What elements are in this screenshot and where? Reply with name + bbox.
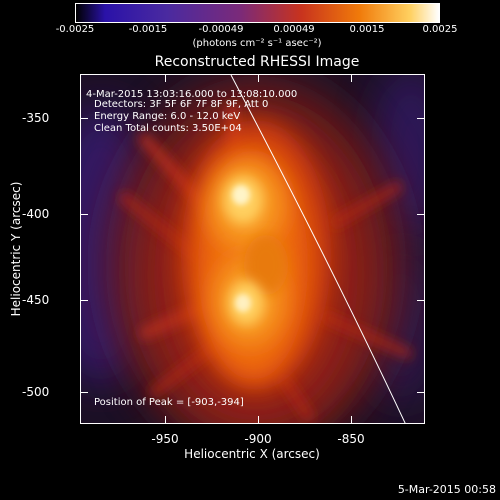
rhessi-image-panel — [80, 74, 425, 424]
colorbar-tick-label: 0.00049 — [273, 24, 315, 35]
y-tick-label: -350 — [22, 111, 50, 125]
colorbar-tick-label: 0.0015 — [349, 24, 385, 35]
plot-title: Reconstructed RHESSI Image — [154, 54, 360, 70]
colorbar-tick-label: -0.0025 — [55, 24, 95, 35]
y-tick — [417, 214, 425, 215]
colorbar-tick-label: -0.00049 — [198, 24, 244, 35]
y-tick — [80, 392, 88, 393]
x-tick-label: -900 — [244, 432, 272, 446]
x-tick — [258, 74, 259, 82]
colorbar-tick-label: -0.0015 — [128, 24, 168, 35]
y-tick — [80, 300, 88, 301]
y-tick — [80, 118, 88, 119]
y-tick — [417, 300, 425, 301]
y-tick — [417, 392, 425, 393]
x-tick-label: -850 — [337, 432, 365, 446]
x-tick — [351, 416, 352, 424]
y-tick-label: -450 — [22, 293, 50, 307]
flare-image — [81, 75, 424, 423]
peak-position-annotation: Position of Peak = [-903,-394] — [94, 397, 244, 408]
detectors-annotation: Detectors: 3F 5F 6F 7F 8F 9F, Att 0 — [94, 99, 269, 110]
y-tick — [80, 214, 88, 215]
method-annotation: Clean Total counts: 3.50E+04 — [94, 123, 242, 134]
y-axis-label: Heliocentric Y (arcsec) — [9, 181, 23, 317]
plot-timestamp: 5-Mar-2015 00:58 — [397, 483, 496, 496]
x-axis-label: Heliocentric X (arcsec) — [184, 447, 320, 461]
colorbar-units: (photons cm⁻² s⁻¹ asec⁻²) — [192, 38, 322, 49]
y-tick-label: -400 — [22, 207, 50, 221]
x-tick — [258, 416, 259, 424]
y-tick-label: -500 — [22, 385, 50, 399]
x-tick — [165, 416, 166, 424]
x-tick — [351, 74, 352, 82]
time-range-annotation: 4-Mar-2015 13:03:16.000 to 13:08:10.000 — [86, 89, 298, 100]
x-tick-label: -950 — [151, 432, 179, 446]
y-tick — [417, 118, 425, 119]
colorbar-tick-label: 0.0025 — [422, 24, 458, 35]
x-tick — [165, 74, 166, 82]
energy-range-annotation: Energy Range: 6.0 - 12.0 keV — [94, 111, 241, 122]
colorbar — [75, 3, 440, 23]
